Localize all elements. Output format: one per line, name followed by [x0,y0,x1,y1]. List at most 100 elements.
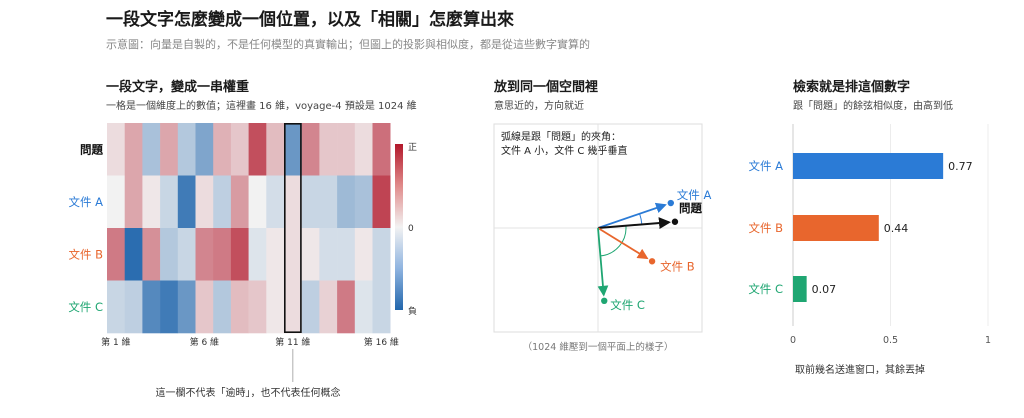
similarity-value-label: 0.77 [948,160,973,173]
heatmap-cell [266,123,285,176]
vector-label: 文件 C [610,298,645,312]
heatmap-cell [337,280,356,334]
space-note-line2: 文件 A 小，文件 C 幾乎垂直 [501,144,628,157]
vector-label: 文件 A [677,188,712,202]
heatmap-cell [284,175,302,229]
heatmap-cell [195,228,214,281]
heatmap-x-tick: 第 16 維 [364,336,399,348]
space-subtitle: 意思近的，方向就近 [494,99,584,112]
heatmap-annotation: 這一欄不代表「逾時」，也不代表任何概念 [156,386,341,399]
heatmap-cell [248,175,267,229]
vector-point [648,258,656,265]
heatmap-cell [319,123,338,176]
heatmap-cell [301,123,320,176]
heatmap-cell [372,175,391,229]
heatmap-cell [301,175,320,229]
heatmap-cell [195,280,214,334]
heatmap-cell [354,228,373,281]
bar-x-tick: 1 [985,335,991,346]
heatmap-cell [266,175,285,229]
space-panel: 放到同一個空間裡 意思近的，方向就近 弧線是跟「問題」的夾角： 文件 A 小，文… [493,79,711,353]
heatmap-cell [142,175,161,229]
similarity-bar [793,215,879,241]
vector-arrow [597,227,609,297]
heatmap-x-tick: 第 6 維 [190,336,219,348]
heatmap-cell [337,123,356,176]
heatmap-cell [301,280,320,334]
similarity-category-label: 文件 C [748,282,783,296]
heatmap-cell [195,175,214,229]
heatmap-cell [124,175,143,229]
heatmap-cell [213,280,232,334]
heatmap-cell [107,175,125,229]
space-caption: （1024 維壓到一個平面上的樣子） [523,341,674,353]
vector-point [667,199,674,207]
heatmap-cell [372,280,391,334]
page-subtitle: 示意圖：向量是自製的，不是任何模型的真實輸出；但圖上的投影與相似度，都是從這些數… [106,37,590,51]
heatmap-cell [230,280,249,334]
vector-label: 文件 B [660,259,695,273]
vector-label: 問題 [679,201,702,215]
similarity-category-label: 文件 B [748,221,783,235]
similarity-category-label: 文件 A [748,159,783,173]
heatmap-row-label: 問題 [80,142,103,156]
colorbar-neg-label: 負 [408,305,417,317]
similarity-subtitle: 跟「問題」的餘弦相似度，由高到低 [793,99,953,112]
heatmap-cell [160,228,179,281]
heatmap-cell [248,280,267,334]
heatmap-cell [354,175,373,229]
heatmap-x-tick: 第 11 維 [275,336,310,348]
heatmap-colorbar [395,144,403,310]
heatmap-cell [142,123,161,176]
heatmap-x-tick: 第 1 維 [101,336,130,348]
similarity-bar [793,153,944,179]
heatmap-cell [124,123,143,176]
heatmap-cell [284,228,302,281]
heatmap-cell [284,280,302,334]
heatmap-cell [372,228,391,281]
heatmap-cell [354,280,373,334]
heatmap-cell [248,228,267,281]
heatmap-cell [124,228,143,281]
heatmap-cell [266,228,285,281]
space-note-line1: 弧線是跟「問題」的夾角： [501,130,621,143]
similarity-value-label: 0.44 [884,222,909,235]
heatmap-cell [177,228,196,281]
heatmap-cell [230,175,249,229]
heatmap-cell [337,175,356,229]
heatmap-subtitle: 一格是一個維度上的數值；這裡畫 16 維，voyage-4 預設是 1024 維 [106,99,417,112]
vector-point [671,218,679,225]
heatmap-cell [319,228,338,281]
heatmap-cell [213,123,232,176]
angle-arc-doc-a [639,213,643,225]
heatmap-cell [107,228,125,281]
heatmap-panel: 一段文字，變成一串權重 一格是一個維度上的數值；這裡畫 16 維，voyage-… [68,79,417,399]
heatmap-cell [195,123,214,176]
heatmap-cell [160,175,179,229]
heatmap-row-label: 文件 B [68,247,103,261]
heatmap-cell [230,228,249,281]
heatmap-row-label: 文件 C [68,300,103,314]
heatmap-cell [160,123,179,176]
colorbar-mid-label: 0 [408,224,414,234]
heatmap-cell [213,175,232,229]
heatmap-cell [107,280,125,334]
colorbar-pos-label: 正 [408,143,417,153]
similarity-footnote: 取前幾名送進窗口，其餘丟掉 [795,363,925,376]
similarity-panel: 檢索就是排這個數字 跟「問題」的餘弦相似度，由高到低 0.77 文件 A 0.44 文… [748,79,991,376]
heatmap-cell [266,280,285,334]
heatmap-cell [142,280,161,334]
heatmap-cell [372,123,391,176]
heatmap-cell [107,123,125,176]
heatmap-cell [230,123,249,176]
heatmap-cell [160,280,179,334]
heatmap-cell [248,123,267,176]
heatmap-title: 一段文字，變成一串權重 [106,79,249,95]
vector-arrow [597,217,671,230]
heatmap-cell [177,280,196,334]
heatmap-cell [177,123,196,176]
heatmap-cell [319,175,338,229]
heatmap-cell [354,123,373,176]
vector-arrow [597,202,667,229]
